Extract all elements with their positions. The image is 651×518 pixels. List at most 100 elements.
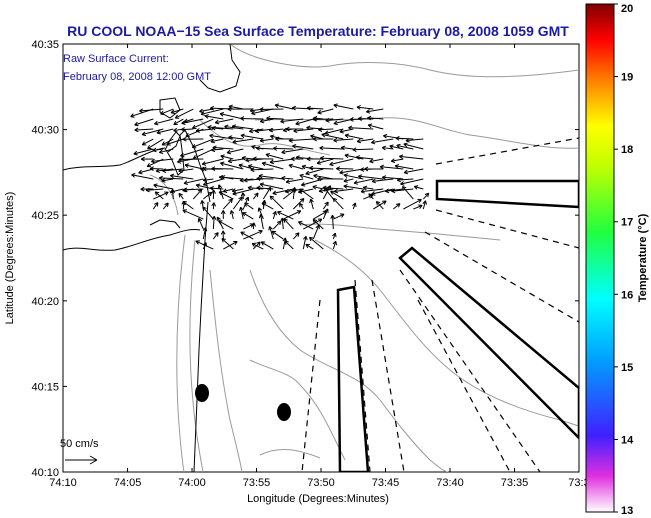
current-vector-head: [339, 170, 344, 175]
current-vector-head: [291, 187, 297, 192]
current-vector: [243, 178, 264, 181]
current-vector-head: [251, 110, 256, 116]
current-vector-head: [240, 133, 245, 139]
current-vector: [211, 168, 234, 170]
current-vector: [321, 133, 344, 140]
current-vector: [413, 204, 423, 210]
current-vector: [312, 224, 320, 240]
current-vector: [330, 190, 344, 200]
current-vector-head: [299, 188, 304, 193]
current-vector-head: [325, 118, 330, 123]
current-vector: [356, 156, 374, 160]
current-vector: [153, 191, 169, 200]
current-vector: [299, 188, 314, 200]
current-vector-head: [256, 185, 261, 191]
current-vector-head: [204, 114, 209, 119]
current-vector: [333, 104, 354, 110]
current-vector: [178, 158, 204, 161]
colorbar-ticks: 13 14 15 16 17 18 19 20: [614, 3, 634, 517]
current-vector: [324, 128, 344, 135]
current-vector-head: [309, 236, 314, 242]
colorbar-tick-label: 16: [621, 289, 633, 301]
current-vector-head: [277, 210, 282, 216]
marker-dot: [277, 403, 291, 421]
current-vector-head: [202, 206, 207, 212]
current-vector-head: [296, 210, 302, 215]
current-vector: [161, 178, 174, 182]
current-vector-head: [229, 210, 235, 215]
current-vector-head: [259, 138, 265, 143]
current-vector-head: [242, 212, 247, 217]
current-vector: [322, 187, 344, 190]
current-vector-head: [371, 139, 376, 145]
current-vector: [250, 168, 274, 171]
current-vector-head: [156, 129, 161, 135]
current-vector: [139, 108, 164, 112]
current-vector: [260, 241, 274, 250]
current-vector: [319, 147, 344, 150]
contour-line: [209, 269, 243, 472]
current-vector: [281, 177, 294, 180]
current-vector: [353, 178, 374, 184]
current-vector-head: [161, 141, 167, 146]
current-vector: [192, 118, 214, 129]
current-vector-head: [403, 169, 409, 175]
current-vector-head: [244, 202, 249, 207]
current-vector: [334, 188, 354, 192]
current-vector-head: [292, 143, 297, 149]
current-vector-head: [232, 191, 237, 196]
current-vector-head: [321, 132, 326, 138]
current-vector: [271, 230, 284, 240]
current-vector-head: [202, 181, 208, 187]
channel-dashed-lines: [301, 137, 579, 472]
current-vector-head: [272, 210, 277, 216]
current-vector-head: [358, 174, 363, 179]
current-vector: [363, 186, 374, 190]
contour-line: [259, 449, 321, 459]
disposal-area-upper: [435, 179, 579, 209]
current-vector-head: [182, 200, 187, 206]
current-vector-head: [375, 200, 381, 206]
current-vector-head: [220, 161, 225, 167]
current-vector-head: [281, 149, 286, 155]
current-vector: [195, 240, 214, 250]
current-vector-head: [131, 173, 136, 178]
current-vector: [344, 134, 364, 140]
current-vector: [371, 138, 394, 144]
current-vector: [372, 178, 394, 182]
current-vector-head: [280, 118, 285, 124]
current-vector-head: [134, 121, 139, 127]
coastline-long-branch: [193, 201, 209, 472]
x-tick-label: 73:50: [307, 477, 335, 489]
current-vector: [251, 242, 264, 250]
current-vector: [322, 201, 329, 210]
current-vector: [318, 128, 334, 131]
current-vector-head: [240, 116, 245, 121]
current-vector: [155, 168, 174, 172]
current-vector: [282, 237, 286, 250]
current-vector: [243, 230, 263, 240]
current-vector-head: [221, 238, 226, 243]
current-vector: [232, 188, 244, 192]
current-vector-head: [134, 127, 139, 133]
current-vector-head: [240, 231, 245, 236]
current-vector-head: [170, 109, 176, 115]
current-vector-head: [212, 145, 217, 151]
current-vector-head: [275, 136, 280, 142]
current-vector: [173, 118, 184, 125]
current-vector: [343, 178, 354, 182]
current-vector: [368, 193, 374, 200]
x-tick-label: 73:35: [501, 477, 529, 489]
current-vector: [181, 118, 204, 124]
current-vector: [162, 168, 184, 172]
current-vector: [322, 208, 329, 220]
current-vector-head: [139, 108, 144, 114]
current-vector-head: [228, 135, 233, 140]
current-vector-head: [265, 152, 270, 158]
current-vector-head: [162, 168, 167, 173]
current-vector-head: [400, 181, 405, 186]
current-vector-head: [273, 146, 278, 151]
current-vector-head: [173, 120, 178, 126]
current-vector: [256, 147, 274, 150]
x-tick-label: 73:3: [568, 477, 589, 489]
